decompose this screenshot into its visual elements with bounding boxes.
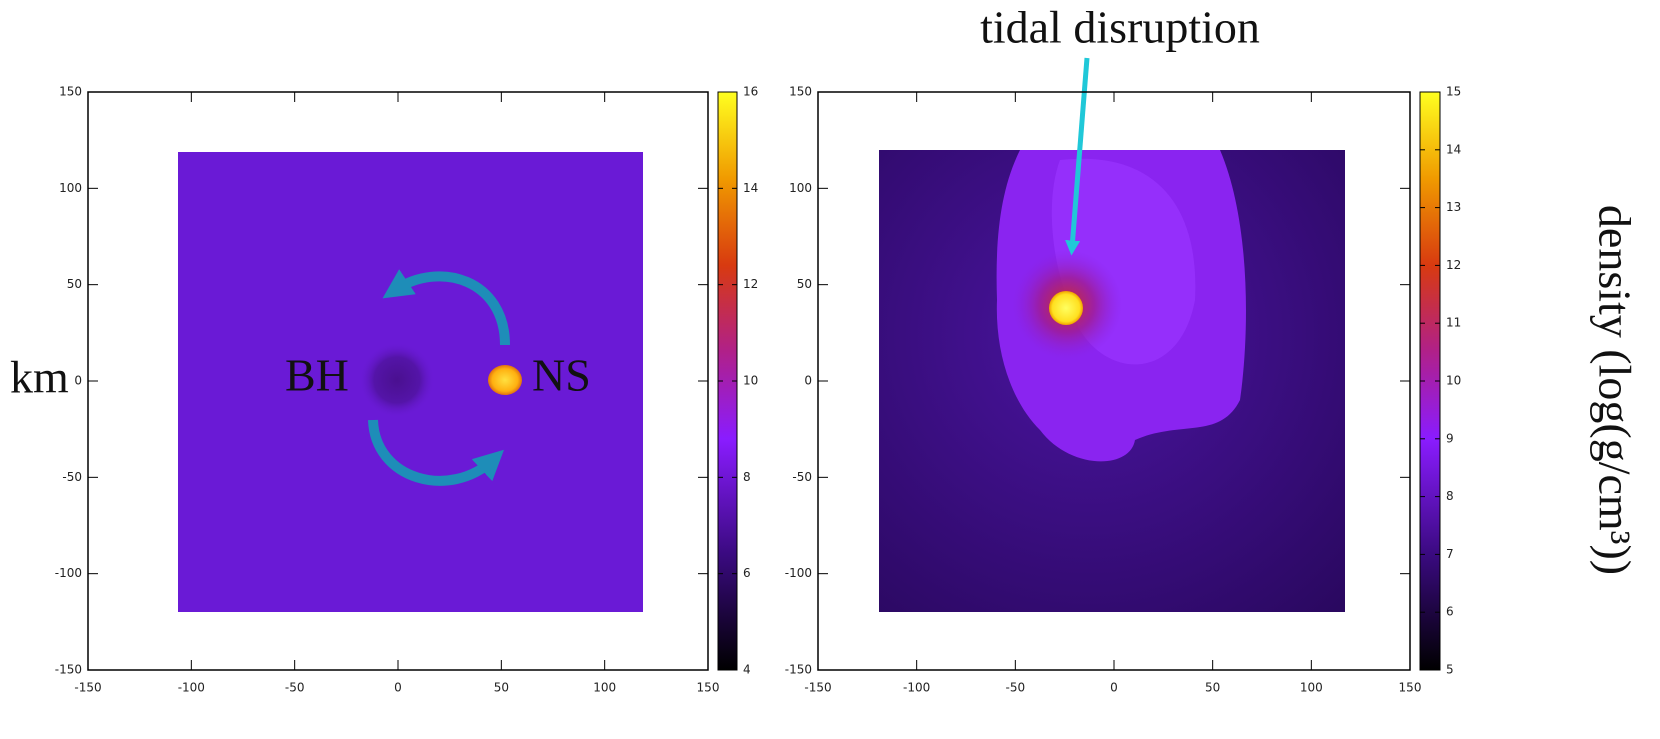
x-tick-label: 150 [1399, 681, 1422, 695]
colorbar-tick-label: 12 [1446, 258, 1461, 272]
colorbar-tick-label: 14 [1446, 142, 1461, 156]
y-tick-label: -100 [55, 566, 82, 580]
colorbar-label: density (log(g/cm³)) [1589, 205, 1640, 575]
colorbar-tick-label: 16 [743, 85, 758, 99]
y-tick-label: -50 [792, 470, 812, 484]
colorbar-tick-label: 15 [1446, 85, 1461, 99]
y-tick-label: 0 [804, 374, 812, 388]
y-tick-label: 50 [797, 277, 812, 291]
colorbar-tick-label: 5 [1446, 663, 1454, 677]
density-image [879, 150, 1345, 612]
x-tick-label: -100 [903, 681, 930, 695]
y-tick-label: -100 [785, 566, 812, 580]
colorbar-tick-label: 10 [1446, 374, 1461, 388]
annotation-arrow [1065, 57, 1090, 256]
colorbar-tick-label: 8 [1446, 489, 1454, 503]
x-tick-label: -100 [178, 681, 205, 695]
y-tick-label: 0 [74, 374, 82, 388]
colorbar-tick-label: 6 [1446, 605, 1454, 619]
y-tick-label: 150 [789, 85, 812, 99]
x-tick-label: -150 [804, 681, 831, 695]
colorbar-tick-label: 4 [743, 663, 751, 677]
y-axis-label: km [10, 352, 69, 403]
colorbar-tick-label: 13 [1446, 200, 1461, 214]
density-image [178, 152, 643, 612]
x-tick-label: 0 [394, 681, 402, 695]
y-tick-label: 100 [59, 181, 82, 195]
x-tick-label: -50 [285, 681, 305, 695]
colorbar-tick-label: 12 [743, 277, 758, 291]
x-tick-label: 50 [494, 681, 509, 695]
y-tick-label: 150 [59, 85, 82, 99]
colorbar-tick-label: 8 [743, 470, 751, 484]
colorbar-tick-label: 6 [743, 566, 751, 580]
x-tick-label: 50 [1205, 681, 1220, 695]
colorbar-tick-label: 10 [743, 374, 758, 388]
x-tick-label: -150 [74, 681, 101, 695]
bh-label: BH [285, 350, 349, 401]
x-tick-label: 150 [697, 681, 720, 695]
y-tick-label: 100 [789, 181, 812, 195]
x-tick-label: 0 [1110, 681, 1118, 695]
x-tick-label: 100 [593, 681, 616, 695]
colorbar-tick-label: 7 [1446, 547, 1454, 561]
x-tick-label: -50 [1006, 681, 1026, 695]
colorbar-tick-label: 9 [1446, 431, 1454, 445]
annotation: tidal disruption [980, 2, 1260, 53]
ns-label: NS [532, 350, 591, 401]
y-tick-label: -150 [785, 663, 812, 677]
colorbar-tick-label: 11 [1446, 316, 1461, 330]
x-tick-label: 100 [1300, 681, 1323, 695]
y-tick-label: -150 [55, 663, 82, 677]
y-tick-label: 50 [67, 277, 82, 291]
colorbar-tick-label: 14 [743, 181, 758, 195]
y-tick-label: -50 [62, 470, 82, 484]
